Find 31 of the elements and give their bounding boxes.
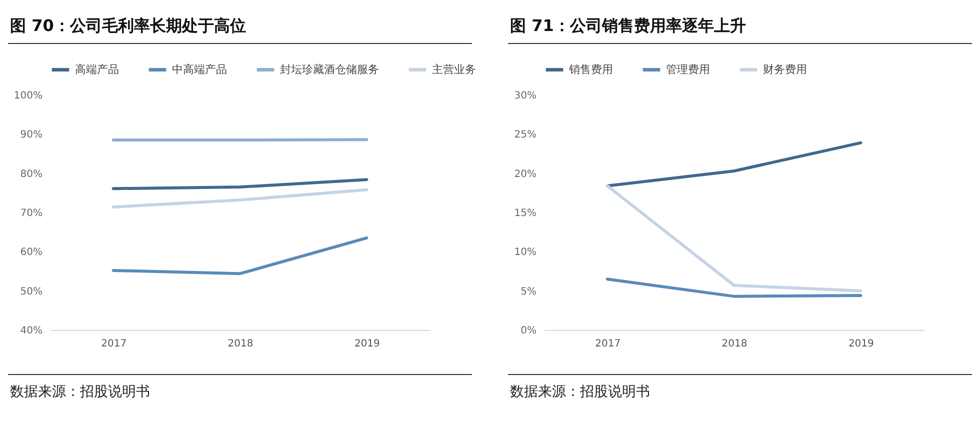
y-tick-label: 0% xyxy=(520,326,536,336)
x-tick-label: 2019 xyxy=(354,338,380,350)
y-tick-label: 80% xyxy=(20,168,42,180)
y-tick-label: 25% xyxy=(514,130,536,141)
y-tick-label: 40% xyxy=(20,326,42,336)
y-tick-label: 70% xyxy=(20,208,42,219)
y-tick-label: 90% xyxy=(20,130,42,141)
legend-label: 销售费用 xyxy=(568,62,613,76)
x-tick-label: 2018 xyxy=(228,338,254,350)
y-tick-label: 50% xyxy=(20,286,42,298)
x-tick-label: 2017 xyxy=(595,338,621,350)
legend-label: 主营业务 xyxy=(432,62,476,76)
y-tick-label: 5% xyxy=(520,286,536,298)
chart-title: 图 71：公司销售费用率逐年上升 xyxy=(508,0,972,44)
y-tick-label: 20% xyxy=(514,168,536,180)
legend-label: 封坛珍藏酒仓储服务 xyxy=(280,62,379,76)
x-tick-label: 2019 xyxy=(848,338,874,350)
x-tick-label: 2017 xyxy=(101,338,127,350)
legend-label: 管理费用 xyxy=(666,62,710,76)
source-note: 数据来源：招股说明书 xyxy=(508,374,972,401)
x-tick-label: 2018 xyxy=(722,338,748,350)
y-tick-label: 10% xyxy=(514,247,536,258)
legend-label: 高端产品 xyxy=(75,62,119,76)
y-tick-label: 100% xyxy=(14,90,42,102)
source-note: 数据来源：招股说明书 xyxy=(8,374,472,401)
y-tick-label: 15% xyxy=(514,208,536,219)
legend-label: 中高端产品 xyxy=(172,62,227,76)
y-tick-label: 30% xyxy=(514,90,536,102)
chart-title: 图 70：公司毛利率长期处于高位 xyxy=(8,0,472,44)
y-tick-label: 60% xyxy=(20,247,42,258)
legend-label: 财务费用 xyxy=(763,62,807,76)
